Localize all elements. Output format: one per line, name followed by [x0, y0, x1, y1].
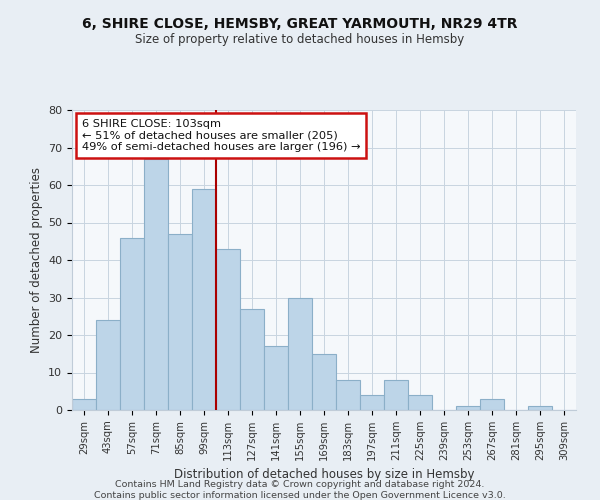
- Bar: [384, 380, 408, 410]
- Bar: [336, 380, 360, 410]
- Bar: [528, 406, 552, 410]
- Text: 6, SHIRE CLOSE, HEMSBY, GREAT YARMOUTH, NR29 4TR: 6, SHIRE CLOSE, HEMSBY, GREAT YARMOUTH, …: [82, 18, 518, 32]
- Bar: [408, 395, 432, 410]
- Bar: [192, 188, 216, 410]
- Bar: [360, 395, 384, 410]
- Text: 6 SHIRE CLOSE: 103sqm
← 51% of detached houses are smaller (205)
49% of semi-det: 6 SHIRE CLOSE: 103sqm ← 51% of detached …: [82, 119, 361, 152]
- Bar: [168, 234, 192, 410]
- Text: Contains HM Land Registry data © Crown copyright and database right 2024.: Contains HM Land Registry data © Crown c…: [115, 480, 485, 489]
- Bar: [456, 406, 480, 410]
- Bar: [120, 238, 144, 410]
- Y-axis label: Number of detached properties: Number of detached properties: [29, 167, 43, 353]
- Bar: [72, 399, 96, 410]
- Bar: [216, 248, 240, 410]
- X-axis label: Distribution of detached houses by size in Hemsby: Distribution of detached houses by size …: [174, 468, 474, 481]
- Bar: [288, 298, 312, 410]
- Text: Contains public sector information licensed under the Open Government Licence v3: Contains public sector information licen…: [94, 491, 506, 500]
- Bar: [240, 308, 264, 410]
- Text: Size of property relative to detached houses in Hemsby: Size of property relative to detached ho…: [136, 32, 464, 46]
- Bar: [480, 399, 504, 410]
- Bar: [96, 320, 120, 410]
- Bar: [144, 159, 168, 410]
- Bar: [264, 346, 288, 410]
- Bar: [312, 354, 336, 410]
